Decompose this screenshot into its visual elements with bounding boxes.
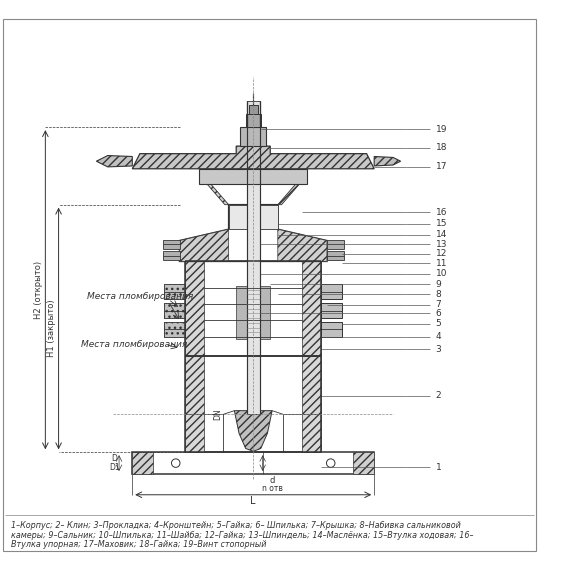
Text: n отв: n отв	[262, 484, 283, 492]
Text: H1 (закрыто): H1 (закрыто)	[47, 300, 56, 357]
Text: 18: 18	[435, 144, 447, 153]
Bar	[164, 322, 185, 337]
Text: камеры; 9–Сальник; 10–Шпилька; 11–Шайба; 12–Гайка; 13–Шпиндель; 14–Маслёнка; 15–: камеры; 9–Сальник; 10–Шпилька; 11–Шайба;…	[11, 531, 474, 540]
Bar	[246, 114, 261, 127]
Polygon shape	[374, 157, 401, 166]
Bar	[132, 452, 153, 474]
Text: 13: 13	[435, 240, 447, 249]
Text: 16: 16	[435, 207, 447, 217]
Polygon shape	[180, 229, 229, 262]
Circle shape	[172, 459, 180, 467]
Text: 9: 9	[435, 279, 441, 288]
Polygon shape	[96, 156, 132, 167]
Bar	[353, 452, 374, 474]
Text: 17: 17	[435, 162, 447, 172]
Text: L: L	[250, 496, 256, 506]
Text: 12: 12	[435, 249, 447, 258]
Text: 4: 4	[435, 332, 441, 341]
Text: H2 (открыто): H2 (открыто)	[34, 260, 43, 319]
Polygon shape	[132, 146, 374, 169]
Bar	[302, 356, 321, 452]
Bar	[164, 303, 185, 318]
Text: 1: 1	[435, 463, 441, 472]
Text: 5: 5	[435, 319, 441, 328]
Bar	[164, 284, 185, 299]
Text: DN: DN	[213, 409, 222, 420]
Text: 10: 10	[435, 269, 447, 278]
Bar	[240, 127, 266, 146]
Text: Втулка упорная; 17–Маховик; 18–Гайка; 19–Винт стопорный: Втулка упорная; 17–Маховик; 18–Гайка; 19…	[11, 540, 267, 549]
Text: D1: D1	[109, 463, 120, 472]
Bar	[132, 452, 374, 474]
Text: 3: 3	[435, 345, 441, 354]
Polygon shape	[278, 229, 327, 262]
Bar	[249, 104, 258, 114]
Bar	[162, 251, 180, 260]
Text: d: d	[270, 476, 275, 485]
Bar	[247, 101, 260, 414]
Bar	[302, 262, 321, 356]
Polygon shape	[278, 176, 306, 205]
Bar	[229, 205, 278, 229]
Circle shape	[327, 459, 335, 467]
Bar	[321, 303, 342, 318]
Polygon shape	[180, 205, 327, 262]
Text: 8: 8	[435, 290, 441, 299]
Bar	[185, 356, 204, 452]
Text: D: D	[111, 454, 117, 463]
Text: 11: 11	[435, 259, 447, 268]
Bar	[200, 169, 307, 184]
Text: Места пломбирования: Места пломбирования	[87, 292, 193, 301]
Polygon shape	[200, 176, 229, 205]
Bar	[164, 322, 185, 337]
Bar	[327, 239, 344, 249]
Bar	[164, 284, 185, 299]
Text: 14: 14	[435, 230, 447, 239]
Polygon shape	[234, 410, 272, 451]
Bar	[327, 251, 344, 260]
Text: 6: 6	[435, 309, 441, 318]
Text: 7: 7	[435, 300, 441, 310]
Text: 1–Корпус; 2– Клин; 3–Прокладка; 4–Кронштейн; 5–Гайка; 6– Шпилька; 7–Крышка; 8–На: 1–Корпус; 2– Клин; 3–Прокладка; 4–Кроншт…	[11, 522, 461, 531]
Bar	[185, 262, 204, 356]
Text: Места пломбирования: Места пломбирования	[81, 340, 188, 349]
Text: 19: 19	[435, 125, 447, 133]
Text: 2: 2	[435, 391, 441, 400]
Bar	[164, 303, 185, 318]
Bar	[162, 239, 180, 249]
Text: 15: 15	[435, 219, 447, 228]
Bar	[236, 286, 270, 339]
Bar	[321, 322, 342, 337]
Bar	[321, 284, 342, 299]
